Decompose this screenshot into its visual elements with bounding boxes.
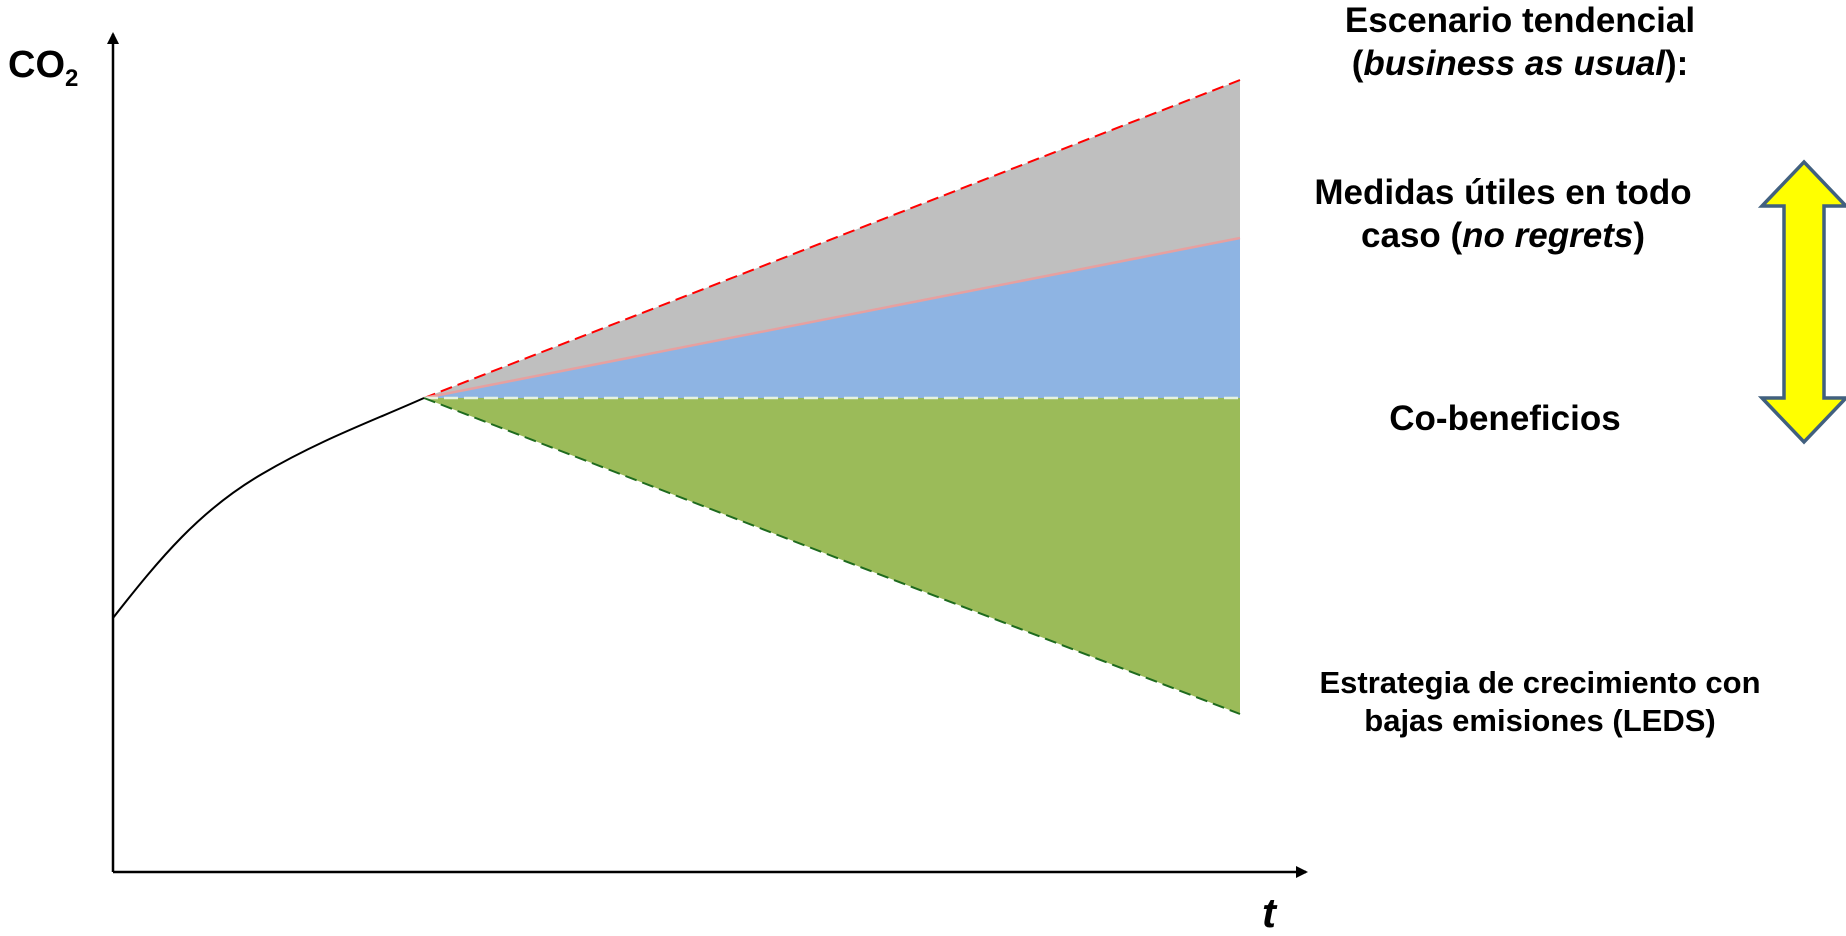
noregrets-label-line2: caso (no regrets)	[1268, 215, 1738, 258]
noregrets-label-suffix: )	[1633, 215, 1645, 255]
noregrets-line	[423, 236, 1241, 400]
leds-label: Estrategia de crecimiento con bajas emis…	[1260, 664, 1820, 740]
leds-label-line1: Estrategia de crecimiento con	[1319, 665, 1761, 700]
noregrets-label-italic: no regrets	[1462, 215, 1634, 255]
bau-label-paren-open: (	[1351, 43, 1364, 83]
bau-label-line1: Escenario tendencial	[1344, 1, 1696, 40]
leds-label-line2: bajas emisiones (LEDS)	[1364, 702, 1716, 738]
noregrets-label-prefix: caso (	[1361, 215, 1463, 255]
bau-label-line2: (business as usual):	[1300, 43, 1740, 86]
bau-label-italic: business as usual	[1363, 43, 1665, 83]
vertical-double-arrow-icon	[1757, 159, 1846, 445]
x-axis-label: t	[1262, 889, 1276, 936]
noregrets-label: Medidas útiles en todo caso (no regrets)	[1268, 172, 1738, 257]
y-axis-label-main: CO	[8, 44, 65, 86]
cobenefits-label: Co-beneficios	[1389, 399, 1621, 438]
leds-dashed-line	[423, 397, 1241, 715]
historical-emissions-curve	[112, 397, 425, 619]
bau-scenario-label: Escenario tendencial (business as usual)…	[1300, 0, 1740, 85]
noregrets-label-line1: Medidas útiles en todo	[1314, 173, 1692, 212]
y-axis-label: CO2	[8, 42, 78, 93]
y-axis-label-subscript: 2	[65, 65, 79, 92]
bau-label-paren-close: ):	[1664, 43, 1689, 83]
bau-dashed-line	[423, 79, 1241, 399]
